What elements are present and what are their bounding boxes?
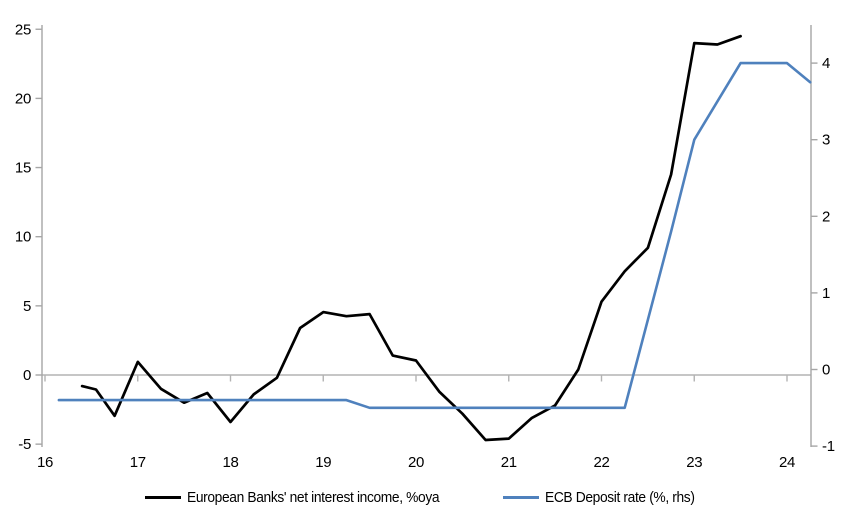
left-axis-tick-label: 25: [15, 21, 31, 38]
x-axis-tick-label: 18: [222, 454, 238, 471]
x-axis-tick-label: 23: [686, 454, 702, 471]
ecb-legend-label: ECB Deposit rate (%, rhs): [544, 489, 695, 506]
x-axis-tick-label: 24: [779, 454, 795, 471]
right-axis-tick-label: 4: [822, 55, 830, 72]
ecb-line-swatch: [502, 496, 539, 499]
right-axis-tick-label: 0: [822, 362, 830, 379]
legend: European Banks' net interest income, %oy…: [0, 489, 852, 506]
right-axis-tick-label: 2: [822, 208, 830, 225]
x-axis-tick-label: 20: [408, 454, 424, 471]
left-axis-tick-label: 10: [15, 229, 31, 246]
left-axis-tick-label: 5: [23, 298, 31, 315]
series-line-0: [80, 34, 742, 442]
x-axis-tick-label: 17: [130, 454, 146, 471]
left-axis-tick-label: 20: [15, 90, 31, 107]
x-axis-tick-label: 22: [593, 454, 609, 471]
left-axis-tick-label: 15: [15, 160, 31, 177]
right-axis-tick-label: 1: [822, 285, 830, 302]
right-axis-tick-label: -1: [822, 438, 835, 455]
x-axis-tick-label: 19: [315, 454, 331, 471]
nii-line-swatch: [144, 496, 181, 499]
nii-legend-label: European Banks' net interest income, %oy…: [186, 489, 440, 506]
legend-item-nii: European Banks' net interest income, %oy…: [144, 489, 461, 506]
left-axis-tick-label: -5: [18, 436, 31, 453]
x-axis-tick-label: 21: [501, 454, 517, 471]
right-axis-tick-label: 3: [822, 132, 830, 149]
left-axis-tick-label: 0: [23, 367, 31, 384]
series-line-1: [57, 61, 812, 410]
x-axis-tick-label: 16: [37, 454, 53, 471]
legend-item-ecb: ECB Deposit rate (%, rhs): [502, 489, 708, 506]
